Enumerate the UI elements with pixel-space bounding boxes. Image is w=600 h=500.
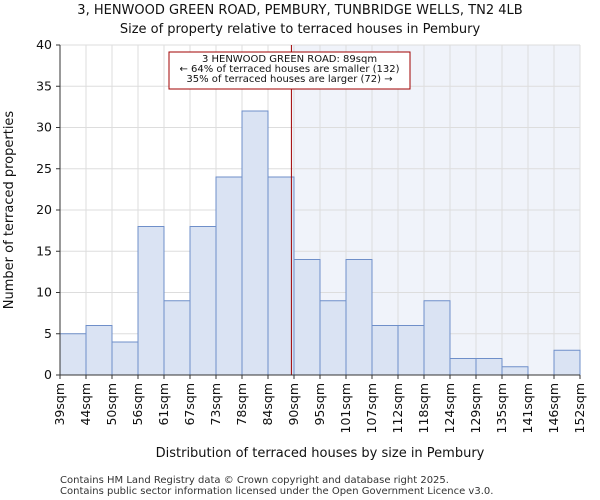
annotation-box: 3 HENWOOD GREEN ROAD: 89sqm ← 64% of ter…	[168, 51, 411, 90]
y-tick-label: 0	[44, 367, 52, 382]
x-tick-label: 95sqm	[312, 383, 327, 426]
x-tick-label: 112sqm	[390, 383, 405, 433]
x-tick-label: 67sqm	[182, 383, 197, 426]
x-tick-label: 141sqm	[520, 383, 535, 433]
bar-73sqm	[215, 176, 243, 376]
x-tick-label: 118sqm	[416, 383, 431, 433]
bar-118sqm	[423, 300, 451, 376]
x-tick-label: 146sqm	[546, 383, 561, 433]
x-tick-label: 39sqm	[52, 383, 67, 426]
bar-61sqm	[163, 300, 191, 376]
annotation-line1: 3 HENWOOD GREEN ROAD: 89sqm	[202, 54, 377, 65]
y-tick-label: 5	[44, 326, 52, 341]
bar-44sqm	[85, 325, 113, 376]
bars	[59, 110, 581, 376]
bar-84sqm	[267, 176, 295, 376]
bar-112sqm	[397, 325, 425, 376]
x-tick-label: 107sqm	[364, 383, 379, 433]
y-tick-label: 10	[36, 285, 52, 300]
bar-124sqm	[449, 358, 477, 376]
y-tick-label: 20	[36, 202, 52, 217]
annotation-line2: ← 64% of terraced houses are smaller (13…	[179, 64, 399, 75]
x-tick-label: 56sqm	[130, 383, 145, 426]
annotation-line3: 35% of terraced houses are larger (72) →	[186, 74, 392, 85]
bar-107sqm	[371, 325, 399, 376]
x-tick-label: 101sqm	[338, 383, 353, 433]
chart-title-line2: Size of property relative to terraced ho…	[120, 22, 481, 37]
x-tick-labels: 39sqm 44sqm 50sqm 56sqm 61sqm 67sqm 73sqm 78sqm…	[52, 375, 587, 433]
y-tick-label: 40	[36, 37, 52, 52]
bar-90sqm	[293, 259, 321, 376]
y-axis-label: Number of terraced properties	[2, 111, 17, 310]
annotation-frame	[168, 51, 411, 90]
x-tick-label: 90sqm	[286, 383, 301, 426]
x-tick-label: 84sqm	[260, 383, 275, 426]
y-tick-label: 15	[36, 243, 52, 258]
bar-56sqm	[137, 226, 165, 376]
bar-146sqm	[553, 349, 581, 376]
x-tick-label: 152sqm	[572, 383, 587, 433]
footer-line2: Contains public sector information licen…	[60, 486, 493, 497]
bar-135sqm	[501, 366, 529, 376]
y-tick-label: 30	[36, 120, 52, 135]
chart-title-line1: 3, HENWOOD GREEN ROAD, PEMBURY, TUNBRIDG…	[77, 3, 522, 18]
x-tick-label: 129sqm	[468, 383, 483, 433]
x-axis-label: Distribution of terraced houses by size …	[156, 446, 485, 461]
x-tick-label: 73sqm	[208, 383, 223, 426]
y-tick-labels: 0 5 10 15 20 25 30 35 40	[36, 37, 60, 382]
x-tick-label: 124sqm	[442, 383, 457, 433]
y-tick-label: 35	[36, 78, 52, 93]
y-tick-label: 25	[36, 161, 52, 176]
x-tick-label: 61sqm	[156, 383, 171, 426]
footer-line1: Contains HM Land Registry data © Crown c…	[60, 475, 449, 486]
x-tick-label: 78sqm	[234, 383, 249, 426]
bar-129sqm	[475, 358, 503, 376]
bar-50sqm	[111, 341, 139, 376]
bar-78sqm	[241, 110, 269, 376]
bar-101sqm	[345, 259, 373, 376]
bar-95sqm	[319, 300, 347, 376]
x-tick-label: 44sqm	[78, 383, 93, 426]
bar-39sqm	[59, 333, 87, 376]
x-tick-label: 135sqm	[494, 383, 509, 433]
bar-67sqm	[189, 226, 217, 376]
x-tick-label: 50sqm	[104, 383, 119, 426]
